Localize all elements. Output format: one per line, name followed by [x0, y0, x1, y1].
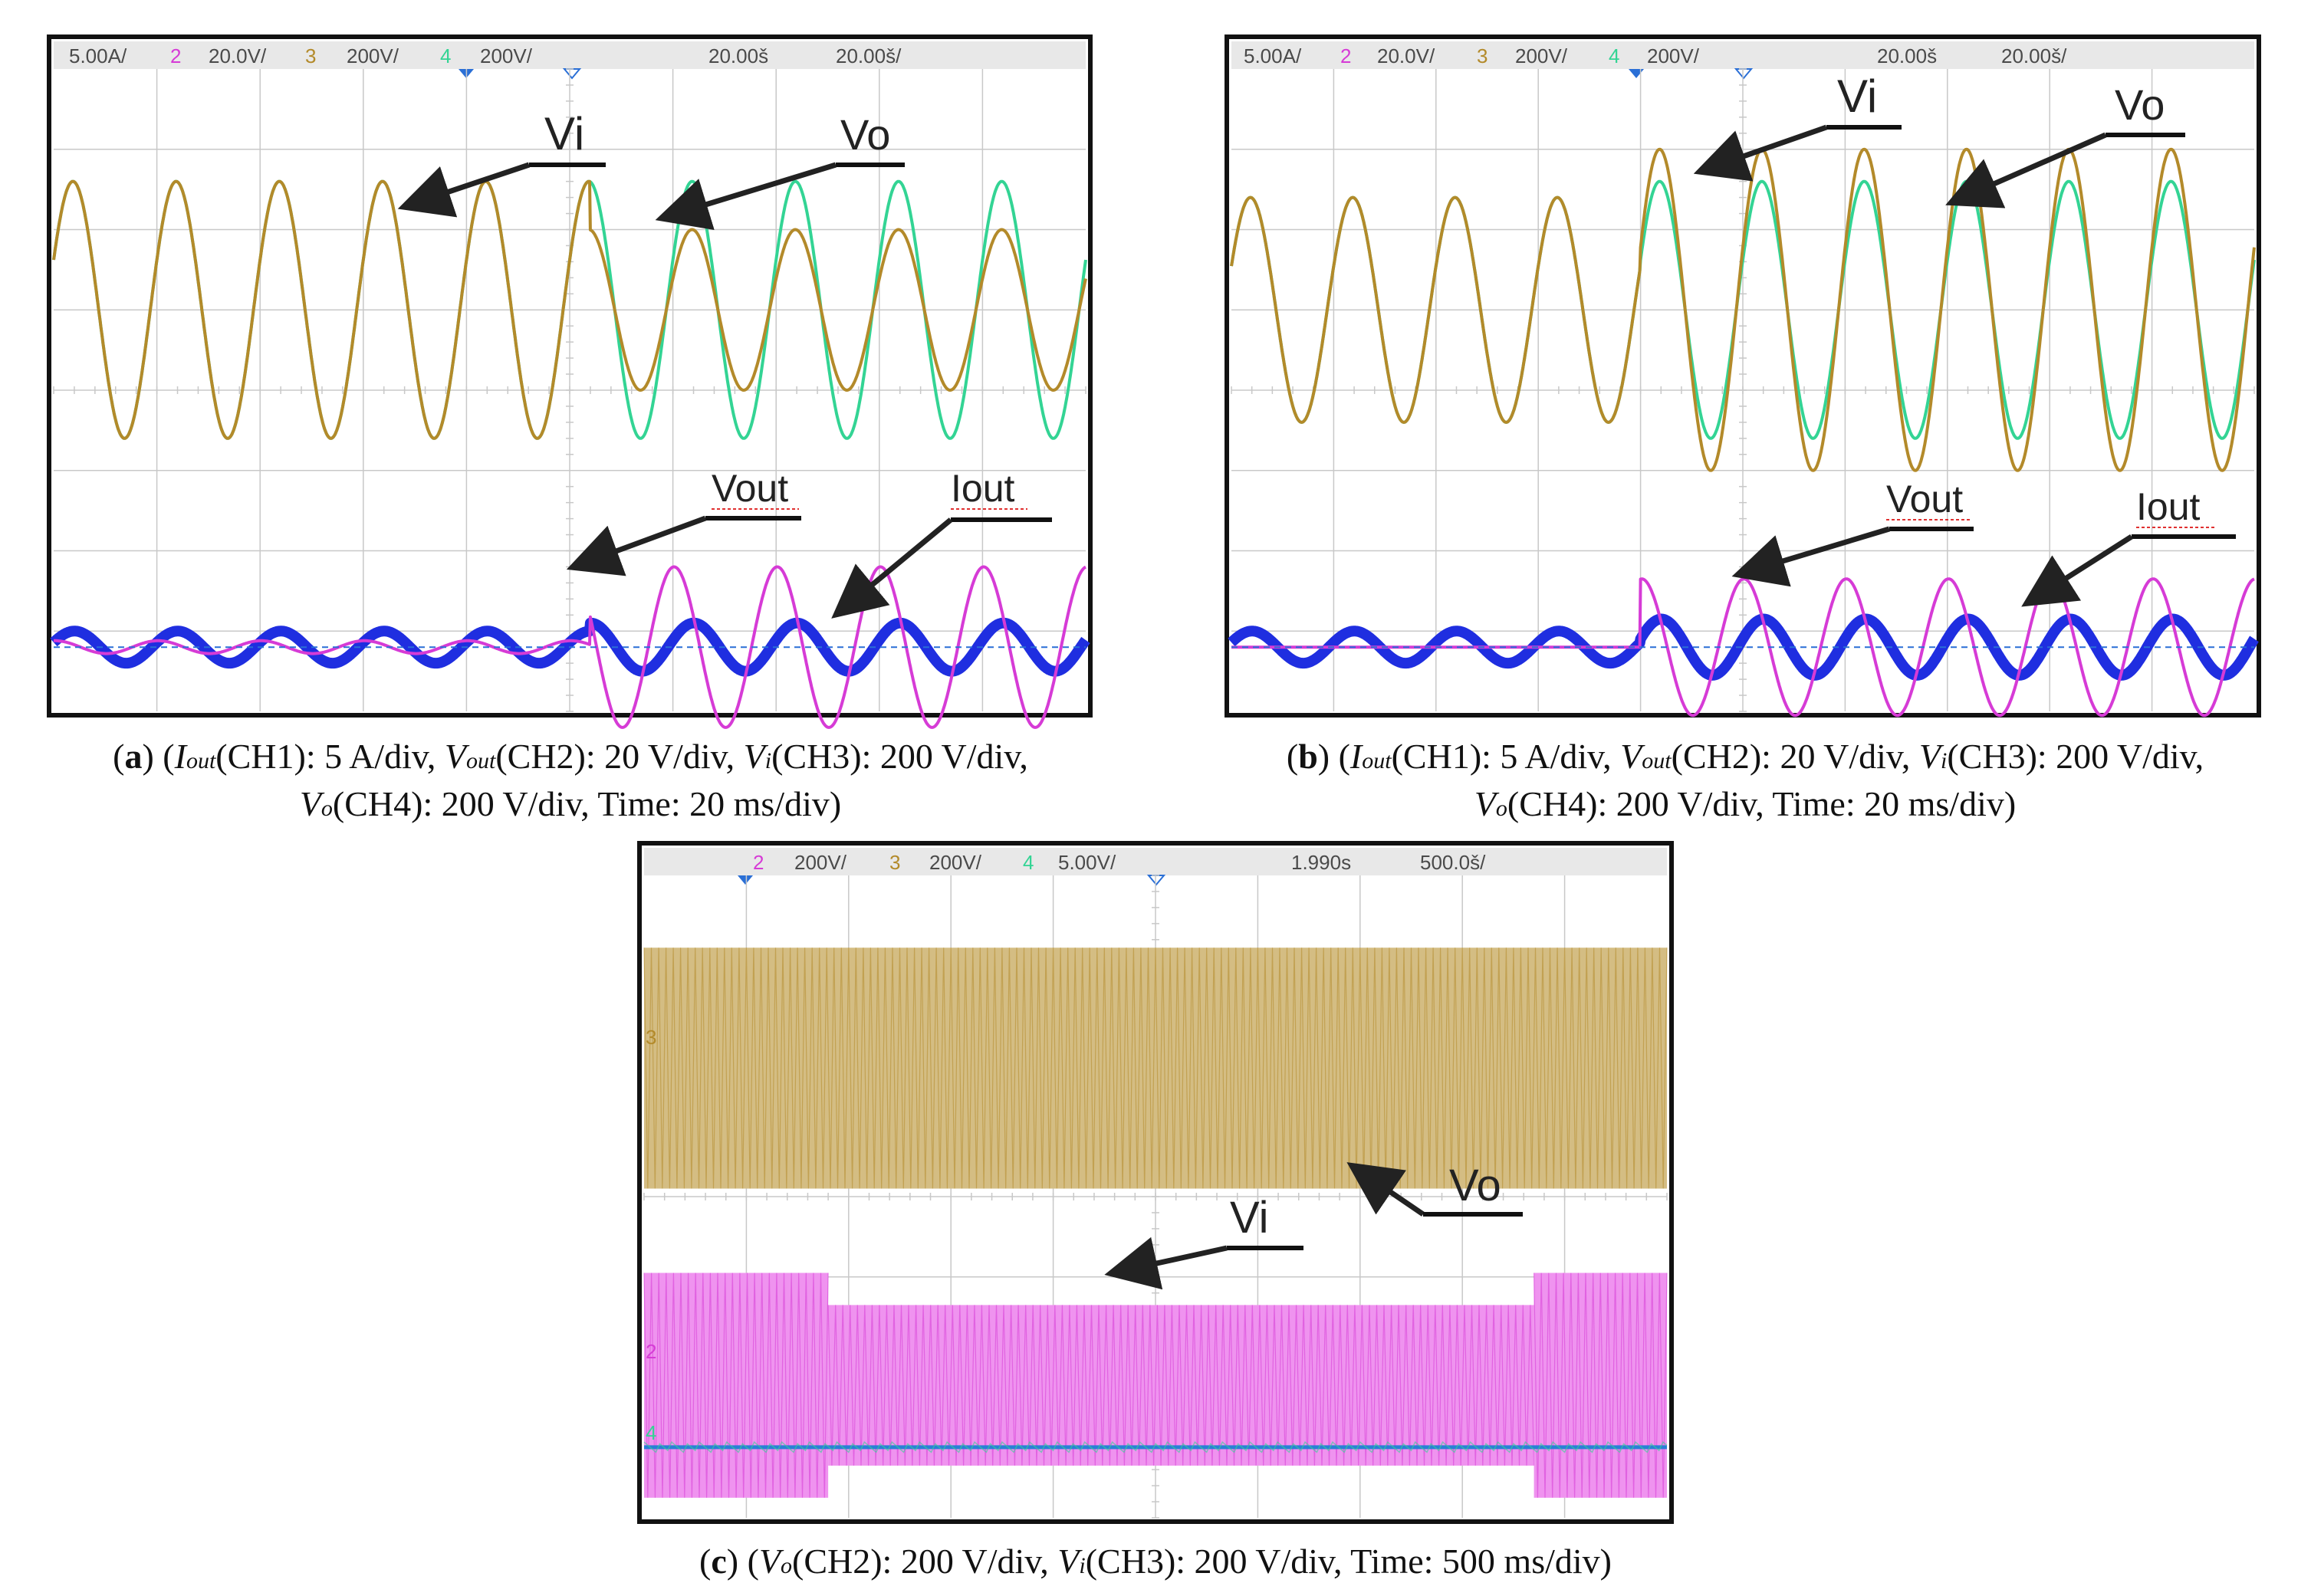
panel-c-vi-label: Vi [1230, 1193, 1269, 1243]
panel-c-vi-envelope-segment [644, 1273, 829, 1498]
panel-a: 5.00A/ 2 20.0V/ 3 200V/ 4 200V/ 20.00š 2… [47, 34, 1093, 823]
panel-a-ch3-num: 3 [305, 44, 316, 67]
panel-a-traces [49, 179, 1090, 729]
panel-b-trace-vi [1230, 147, 2256, 472]
panel-c-caption-line1: (c) (Vo(CH2): 200 V/div, Vi(CH3): 200 V/… [699, 1542, 1612, 1581]
panel-c-traces [643, 947, 1668, 1498]
panel-a-ch4-scale: 200V/ [480, 44, 533, 67]
panel-a-trace-vout [53, 565, 1086, 729]
panel-a-vi-arrow [397, 162, 531, 218]
panel-b-vo-arrow [1945, 132, 2107, 209]
panel-a-vout-arrow [566, 515, 707, 576]
panel-b-iout-label: Iout [2136, 485, 2201, 528]
panel-b-ch4-num: 4 [1609, 44, 1619, 67]
panel-a-trace-vi [52, 179, 1087, 440]
panel-b-ch3-scale: 200V/ [1515, 44, 1568, 67]
panel-c-vo-label: Vo [1449, 1161, 1501, 1210]
panel-a-vo-arrow [655, 162, 837, 231]
panel-b-vout-arrow [1731, 526, 1891, 587]
panel-c-vi-carrier [643, 1273, 829, 1498]
panel-a-vout-label: Vout [712, 467, 788, 510]
panel-b-vi-arrow [1693, 124, 1828, 182]
panel-c-ch4-scale: 5.00V/ [1058, 851, 1116, 874]
panel-b-ch2-scale: 20.0V/ [1377, 44, 1435, 67]
panel-b-ch1-scale: 5.00A/ [1244, 44, 1302, 67]
panel-c-trigger-marker [738, 875, 753, 885]
panel-c-vo-carrier [643, 947, 1668, 1189]
panel-a-caption-line1: (a) (Iout(CH1): 5 A/div, Vout(CH2): 20 V… [113, 737, 1028, 776]
panel-a-iout-label: Iout [951, 467, 1015, 510]
panel-c-ch3-num: 3 [889, 851, 900, 874]
panel-b-caption-line1: (b) (Iout(CH1): 5 A/div, Vout(CH2): 20 V… [1287, 737, 2204, 776]
panel-b-ch2-num: 2 [1340, 44, 1351, 67]
panel-a-grid [53, 68, 1086, 712]
panel-b: 5.00A/ 2 20.0V/ 3 200V/ 4 200V/ 20.00š 2… [1225, 34, 2261, 823]
panel-c-timebase: 500.0š/ [1420, 851, 1486, 874]
panel-c-delay: 1.990s [1291, 851, 1351, 874]
panel-a-timebase: 20.00š/ [836, 44, 902, 67]
panel-a-ch2-scale: 20.0V/ [209, 44, 267, 67]
panel-b-iout-arrow [2021, 534, 2133, 607]
panel-b-ch4-scale: 200V/ [1647, 44, 1700, 67]
panel-c-ch3-scale: 200V/ [929, 851, 982, 874]
panel-c-vi-carrier [827, 1305, 1535, 1466]
panel-c-vi-envelope-segment [1534, 1273, 1667, 1498]
panel-c-ch2-marker: 2 [646, 1340, 656, 1363]
panel-a-trace-iout [49, 617, 1090, 677]
panel-a-iout-arrow [831, 517, 953, 619]
panel-c-ch4-noise [643, 1440, 1668, 1453]
panel-b-timebase: 20.00š/ [2001, 44, 2067, 67]
panel-c-vi-carrier [1534, 1273, 1668, 1498]
panel-a-header-bar [54, 41, 1086, 69]
panel-c-ch3-marker: 3 [646, 1026, 656, 1049]
panel-c-ch4-num: 4 [1023, 851, 1034, 874]
panel-b-header-bar [1231, 41, 2254, 69]
panel-c: 2 200V/ 3 200V/ 4 5.00V/ 1.990s 500.0š/ … [637, 841, 1674, 1581]
panel-a-caption-line2: Vo(CH4): 200 V/div, Time: 20 ms/div) [300, 784, 841, 823]
panel-b-vi-label: Vi [1837, 71, 1877, 122]
panel-a-ch3-scale: 200V/ [347, 44, 399, 67]
panel-b-vo-label: Vo [2115, 80, 2165, 129]
panel-a-ch4-num: 4 [440, 44, 451, 67]
panel-c-ch4-marker: 4 [646, 1421, 656, 1444]
panel-a-vo-label: Vo [840, 110, 890, 159]
panel-c-vi-arrow [1104, 1236, 1228, 1290]
panel-a-vi-label: Vi [544, 108, 584, 159]
panel-c-ch2-num: 2 [753, 851, 764, 874]
panel-c-ch2-scale: 200V/ [794, 851, 847, 874]
panel-b-delay: 20.00š [1877, 44, 1937, 67]
panel-b-vout-label: Vout [1886, 478, 1963, 521]
panel-c-vo-arrow [1346, 1162, 1425, 1217]
panel-a-delay: 20.00š [708, 44, 768, 67]
panel-a-ch1-scale: 5.00A/ [69, 44, 127, 67]
panel-b-caption-line2: Vo(CH4): 200 V/div, Time: 20 ms/div) [1474, 784, 2016, 823]
panel-b-ch3-num: 3 [1477, 44, 1488, 67]
panel-c-vo-envelope [644, 947, 1667, 1189]
panel-b-trace-iout [1227, 613, 2259, 681]
panel-a-ch2-num: 2 [170, 44, 181, 67]
panel-c-header-bar [644, 848, 1667, 875]
